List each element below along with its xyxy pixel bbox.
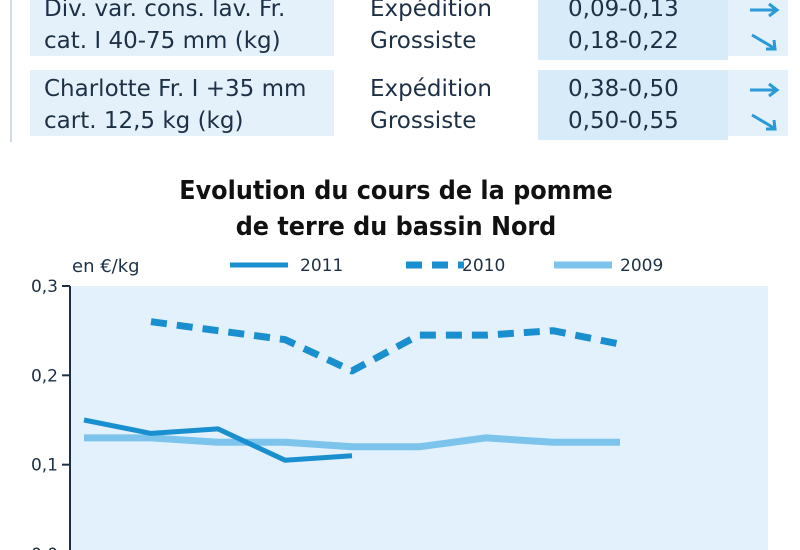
table-left-rule xyxy=(10,0,12,142)
product-cell: Charlotte Fr. I +35 mm cart. 12,5 kg (kg… xyxy=(30,70,334,136)
series-line-2011 xyxy=(83,417,353,463)
stage-label: Grossiste xyxy=(370,108,477,134)
product-line: Charlotte Fr. I +35 mm xyxy=(44,76,307,102)
price-value: 0,38-0,50 xyxy=(568,76,679,102)
price-value: 0,09-0,13 xyxy=(568,0,679,22)
y-tick-label: 0,2 xyxy=(31,366,58,386)
y-unit-label: en €/kg xyxy=(72,256,140,277)
series-line-2009 xyxy=(84,434,620,451)
chart-title: Evolution du cours de la pomme xyxy=(179,176,613,206)
legend-label-2009: 2009 xyxy=(620,256,663,276)
trend-cell xyxy=(728,70,788,136)
price-value: 0,50-0,55 xyxy=(568,108,679,134)
stage-label: Expédition xyxy=(370,76,492,102)
price-table: Div. var. cons. lav. Fr. cat. I 40-75 mm… xyxy=(0,0,800,150)
price-value: 0,18-0,22 xyxy=(568,28,679,54)
y-tick-label: 0,1 xyxy=(31,456,58,476)
y-tick-label: 0,0 xyxy=(31,545,58,550)
stage-label: Expédition xyxy=(370,0,492,22)
trend-cell xyxy=(728,0,788,56)
stable-arrow-icon xyxy=(750,82,780,98)
series-line-2010 xyxy=(150,318,621,375)
product-line: cat. I 40-75 mm (kg) xyxy=(44,28,281,54)
chart-title: de terre du bassin Nord xyxy=(235,212,557,242)
stage-label: Grossiste xyxy=(370,28,477,54)
down-arrow-icon xyxy=(751,113,777,131)
stable-arrow-icon xyxy=(750,2,780,18)
table-row: Div. var. cons. lav. Fr. cat. I 40-75 mm… xyxy=(22,0,788,60)
legend-label-2011: 2011 xyxy=(300,256,343,276)
product-line: cart. 12,5 kg (kg) xyxy=(44,108,244,134)
plot-area xyxy=(70,286,768,550)
y-tick-label: 0,3 xyxy=(31,277,58,297)
product-cell: Div. var. cons. lav. Fr. cat. I 40-75 mm… xyxy=(30,0,334,56)
product-line: Div. var. cons. lav. Fr. xyxy=(44,0,286,22)
chart-panel: Evolution du cours de la pomme de terre … xyxy=(8,168,784,550)
stage-cell: Expédition Grossiste xyxy=(338,70,538,136)
legend-label-2010: 2010 xyxy=(462,256,505,276)
line-chart: 0,0 0,1 0,2 0,3 en €/kg 2011 2010 2009 xyxy=(31,256,768,550)
price-cell: 0,09-0,13 0,18-0,22 xyxy=(538,0,728,60)
table-row: Charlotte Fr. I +35 mm cart. 12,5 kg (kg… xyxy=(22,70,788,140)
stage-cell: Expédition Grossiste xyxy=(338,0,538,56)
price-cell: 0,38-0,50 0,50-0,55 xyxy=(538,70,728,140)
down-arrow-icon xyxy=(751,33,777,51)
